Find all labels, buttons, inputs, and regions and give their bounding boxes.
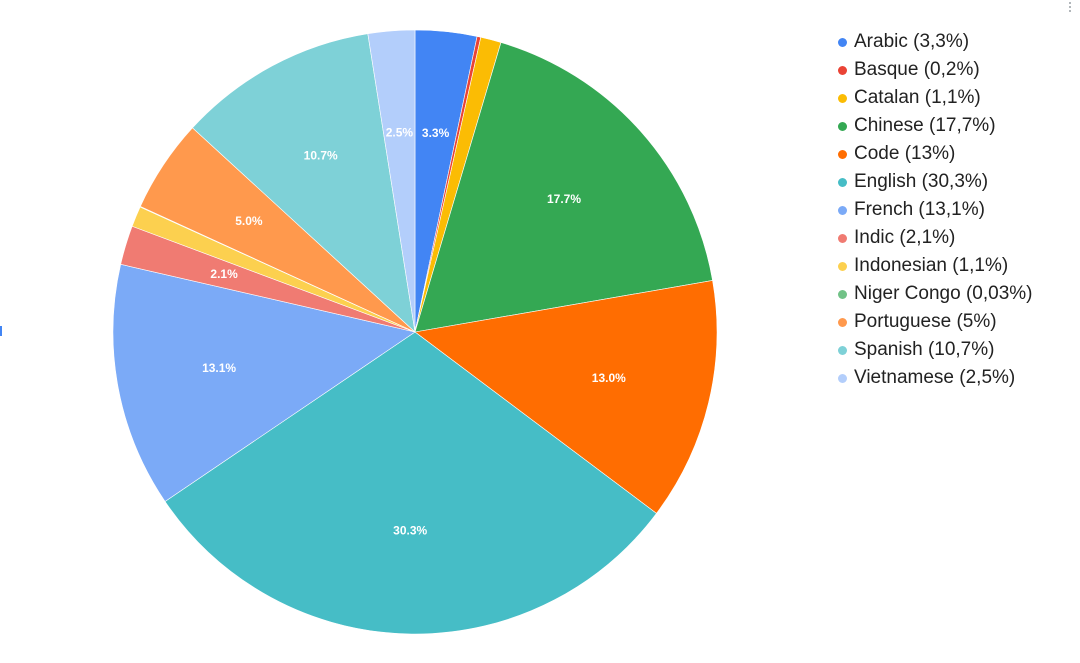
legend-item-portuguese[interactable]: Portuguese (5%): [838, 308, 1032, 336]
legend-label: Code (13%): [854, 143, 956, 164]
legend-item-spanish[interactable]: Spanish (10,7%): [838, 336, 1032, 364]
legend-swatch-icon: [838, 93, 847, 103]
pie-slice-vietnamese[interactable]: [367, 29, 416, 333]
legend-swatch-icon: [838, 177, 847, 187]
data-label-chinese: 17.7%: [547, 192, 581, 206]
legend-item-french[interactable]: French (13,1%): [838, 196, 1032, 224]
legend-item-vietnamese[interactable]: Vietnamese (2,5%): [838, 364, 1032, 392]
data-label-portuguese: 5.0%: [235, 214, 263, 228]
legend-label: Portuguese (5%): [854, 311, 997, 332]
edge-marker: [0, 326, 2, 336]
legend-label: French (13,1%): [854, 199, 985, 220]
legend-label: English (30,3%): [854, 171, 989, 192]
legend-swatch-icon: [838, 317, 847, 327]
data-label-indic: 2.1%: [210, 267, 238, 281]
pie-slice-english[interactable]: [164, 331, 657, 635]
data-label-vietnamese: 2.5%: [386, 125, 414, 139]
legend-swatch-icon: [838, 37, 847, 47]
legend-label: Arabic (3,3%): [854, 31, 970, 52]
chart-legend: Arabic (3,3%) Basque (0,2%) Catalan (1,1%)…: [838, 28, 1032, 392]
legend-swatch-icon: [838, 373, 847, 383]
legend-item-english[interactable]: English (30,3%): [838, 168, 1032, 196]
legend-item-niger-congo[interactable]: Niger Congo (0,03%): [838, 280, 1032, 308]
legend-swatch-icon: [838, 345, 847, 355]
legend-item-basque[interactable]: Basque (0,2%): [838, 56, 1032, 84]
legend-label: Chinese (17,7%): [854, 115, 996, 136]
pie-slice-french[interactable]: [112, 263, 416, 502]
data-label-arabic: 3.3%: [422, 126, 450, 140]
legend-label: Spanish (10,7%): [854, 339, 995, 360]
legend-item-code[interactable]: Code (13%): [838, 140, 1032, 168]
data-label-code: 13.0%: [592, 371, 626, 385]
legend-label: Niger Congo (0,03%): [854, 283, 1033, 304]
pie-slice-chinese[interactable]: [414, 42, 713, 333]
legend-swatch-icon: [838, 233, 847, 243]
legend-label: Catalan (1,1%): [854, 87, 981, 108]
legend-swatch-icon: [838, 289, 847, 299]
legend-swatch-icon: [838, 121, 847, 131]
legend-item-arabic[interactable]: Arabic (3,3%): [838, 28, 1032, 56]
legend-swatch-icon: [838, 205, 847, 215]
legend-item-chinese[interactable]: Chinese (17,7%): [838, 112, 1032, 140]
legend-label: Basque (0,2%): [854, 59, 980, 80]
legend-item-indic[interactable]: Indic (2,1%): [838, 224, 1032, 252]
data-label-spanish: 10.7%: [304, 149, 338, 163]
legend-item-indonesian[interactable]: Indonesian (1,1%): [838, 252, 1032, 280]
legend-swatch-icon: [838, 65, 847, 75]
pie-slice-code[interactable]: [414, 280, 718, 514]
legend-label: Indic (2,1%): [854, 227, 956, 248]
legend-item-catalan[interactable]: Catalan (1,1%): [838, 84, 1032, 112]
legend-swatch-icon: [838, 149, 847, 159]
data-label-english: 30.3%: [393, 523, 427, 537]
legend-swatch-icon: [838, 261, 847, 271]
legend-label: Indonesian (1,1%): [854, 255, 1009, 276]
data-label-french: 13.1%: [202, 361, 236, 375]
more-options-icon[interactable]: [1068, 2, 1072, 14]
legend-label: Vietnamese (2,5%): [854, 367, 1016, 388]
pie-slice-spanish[interactable]: [192, 33, 416, 333]
